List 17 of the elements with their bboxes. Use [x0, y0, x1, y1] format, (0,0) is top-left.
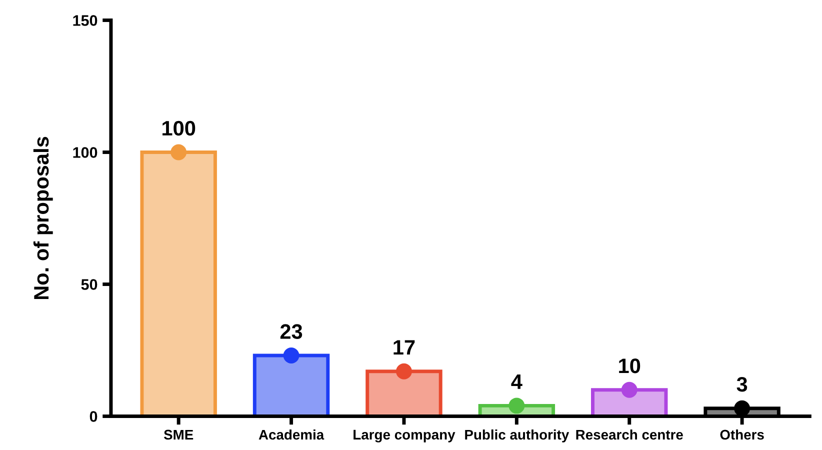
y-tick-label: 100: [73, 147, 98, 158]
x-tick-label: SME: [164, 430, 194, 440]
data-label: 100: [162, 120, 196, 136]
data-label: 3: [736, 376, 748, 392]
y-axis-title: No. of proposals: [33, 136, 53, 300]
x-tick-label: Public authority: [465, 429, 570, 442]
x-tick-label: Research centre: [576, 429, 683, 440]
data-label: 4: [511, 374, 522, 389]
y-tick-label: 150: [73, 15, 98, 26]
data-label: 10: [619, 358, 640, 374]
x-tick-label: Others: [720, 429, 764, 440]
data-label: 17: [394, 340, 415, 355]
x-tick-label: Academia: [258, 429, 324, 440]
data-label: 23: [280, 324, 302, 339]
y-tick-label: 50: [81, 279, 98, 290]
x-tick-label: Large company: [354, 430, 456, 442]
y-tick-label: 0: [90, 411, 98, 422]
